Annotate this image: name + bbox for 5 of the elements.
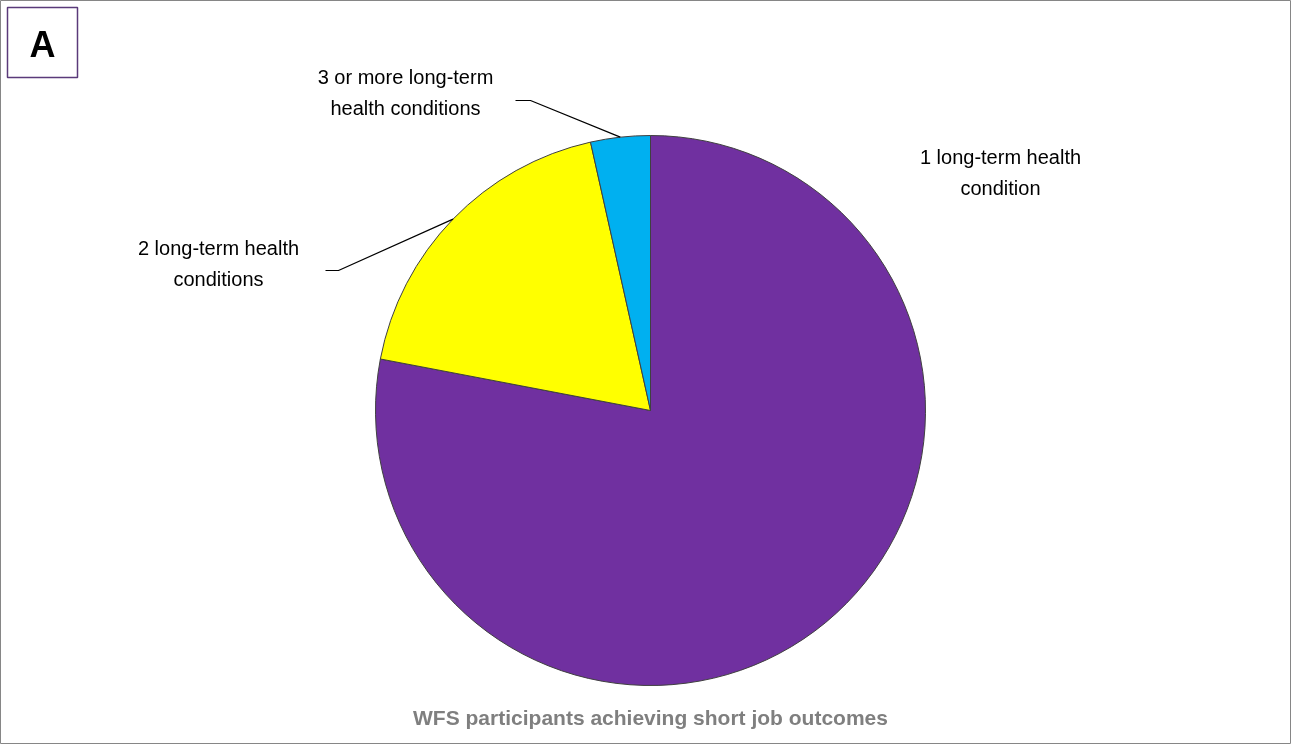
slice-label: 3 or more long-term health conditions xyxy=(317,65,494,120)
text: A xyxy=(29,24,56,65)
slice-label: 2 long-term health conditions xyxy=(137,236,300,291)
slice-label: 1 long-term health condition xyxy=(919,145,1082,200)
text: WFS participants achieving short job outcomes xyxy=(413,706,888,729)
